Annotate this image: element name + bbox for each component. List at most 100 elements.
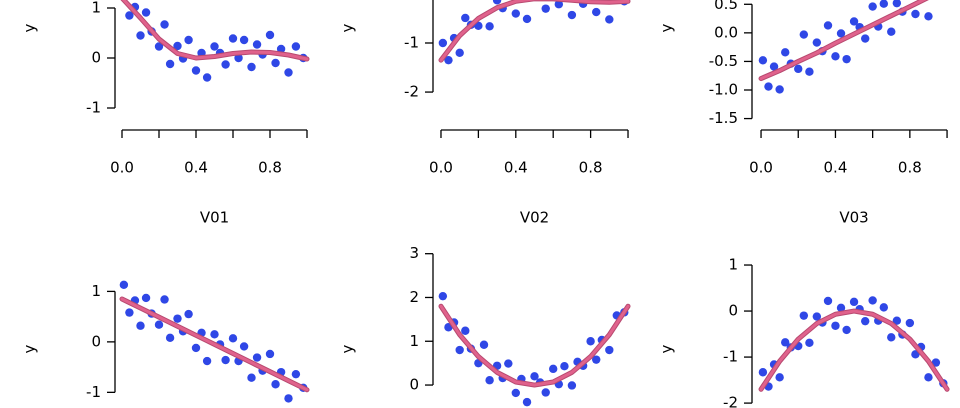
point bbox=[210, 330, 219, 339]
point bbox=[165, 333, 175, 343]
point bbox=[605, 345, 614, 355]
point bbox=[831, 321, 840, 330]
point bbox=[276, 44, 286, 54]
fit-line-outline bbox=[438, 0, 631, 63]
x-tick-label: 0.8 bbox=[258, 159, 282, 177]
y-tick-label: 0.5 bbox=[714, 0, 738, 13]
point bbox=[911, 9, 920, 19]
panel: -2 -1 0 1 y bbox=[658, 256, 950, 408]
y-tick-label: 0.0 bbox=[714, 23, 738, 41]
point bbox=[812, 38, 822, 47]
point bbox=[202, 356, 212, 366]
point bbox=[868, 296, 877, 305]
point bbox=[592, 355, 601, 364]
point bbox=[461, 326, 470, 335]
y-tick-label: -1.0 bbox=[709, 81, 738, 99]
panel: -1 0 1 y bbox=[21, 280, 310, 403]
point bbox=[554, 0, 564, 9]
point bbox=[136, 321, 145, 330]
point bbox=[868, 2, 877, 11]
point bbox=[239, 342, 249, 351]
point bbox=[154, 42, 164, 51]
y-tick-label: 1 bbox=[409, 332, 419, 350]
point bbox=[271, 58, 280, 68]
point bbox=[861, 34, 870, 43]
y-tick-label: -1 bbox=[86, 383, 101, 401]
y-tick-label: 0 bbox=[728, 302, 738, 320]
point bbox=[228, 334, 238, 343]
point bbox=[252, 40, 262, 49]
point bbox=[184, 35, 193, 45]
y-tick-label: -1 bbox=[723, 348, 738, 366]
point bbox=[485, 22, 494, 31]
y-tick-label: 0 bbox=[409, 0, 419, 2]
point bbox=[492, 0, 502, 5]
point bbox=[892, 0, 902, 8]
y-axis-label: y bbox=[658, 344, 676, 353]
point bbox=[455, 345, 464, 355]
x-tick-label: 0.0 bbox=[749, 159, 773, 177]
y-tick-label: 0 bbox=[409, 376, 419, 394]
point bbox=[221, 355, 230, 365]
point bbox=[141, 8, 151, 17]
point bbox=[836, 303, 846, 313]
point bbox=[522, 14, 532, 24]
point bbox=[444, 55, 453, 65]
point bbox=[173, 41, 182, 51]
point bbox=[836, 29, 846, 38]
y-tick-label: -1 bbox=[86, 99, 101, 117]
point bbox=[794, 64, 803, 74]
point bbox=[154, 320, 164, 329]
point bbox=[560, 362, 569, 371]
y-tick-label: 2 bbox=[409, 288, 419, 306]
x-tick-label: 0.8 bbox=[579, 159, 603, 177]
panel: -2 -1 0 0.0 0.4 0.8 V02 y bbox=[339, 0, 631, 227]
x-axis-label: V03 bbox=[839, 209, 868, 227]
point bbox=[823, 21, 833, 30]
point bbox=[119, 280, 129, 290]
point bbox=[265, 349, 275, 359]
point bbox=[775, 373, 784, 382]
point bbox=[461, 13, 470, 23]
y-axis-label: y bbox=[658, 23, 676, 32]
y-tick-label: -0.5 bbox=[709, 52, 738, 70]
x-tick-label: 0.0 bbox=[110, 159, 134, 177]
x-tick-label: 0.4 bbox=[824, 159, 848, 177]
y-tick-label: -2 bbox=[723, 394, 738, 408]
point bbox=[879, 0, 889, 8]
point bbox=[849, 17, 859, 26]
point bbox=[438, 291, 448, 301]
point bbox=[861, 316, 870, 326]
point bbox=[479, 340, 489, 349]
point bbox=[511, 388, 520, 398]
y-tick-label: 3 bbox=[409, 244, 419, 262]
point bbox=[228, 34, 238, 43]
point bbox=[202, 73, 212, 82]
point bbox=[511, 9, 520, 18]
x-tick-label: 0.4 bbox=[184, 159, 208, 177]
point bbox=[842, 54, 851, 64]
point bbox=[842, 325, 851, 335]
point bbox=[485, 376, 494, 385]
point bbox=[210, 42, 219, 51]
point bbox=[887, 333, 896, 342]
point bbox=[781, 48, 790, 57]
fit-line bbox=[120, 297, 309, 392]
point bbox=[823, 296, 833, 306]
point bbox=[160, 295, 169, 304]
panel: 0 1 2 3 y bbox=[339, 244, 631, 407]
point bbox=[291, 369, 301, 379]
point bbox=[911, 350, 920, 359]
point bbox=[758, 56, 768, 65]
fit-line bbox=[759, 0, 927, 81]
point bbox=[799, 30, 809, 39]
point bbox=[291, 42, 301, 51]
point bbox=[284, 394, 293, 403]
point bbox=[567, 10, 577, 20]
point bbox=[136, 31, 145, 40]
x-tick-label: 0.8 bbox=[898, 159, 922, 177]
x-tick-label: 0.0 bbox=[429, 159, 453, 177]
point bbox=[769, 62, 779, 71]
x-axis-label: V02 bbox=[520, 209, 549, 227]
